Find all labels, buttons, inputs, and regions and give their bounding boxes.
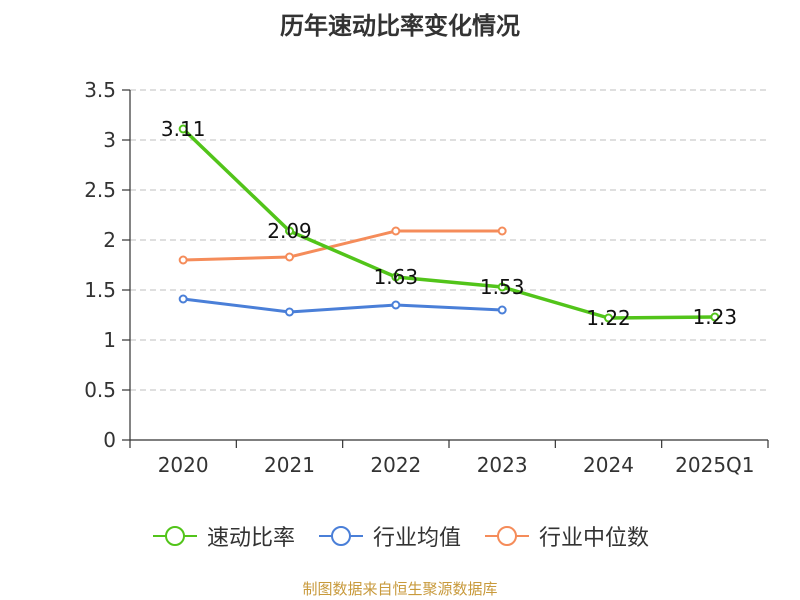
legend-label-speed-ratio: 速动比率: [206, 526, 295, 551]
y-tick-label: 2.5: [84, 178, 116, 202]
chart-title: 历年速动比率变化情况: [280, 12, 520, 40]
data-point-industry_median: [178, 255, 188, 265]
legend-item-industry-median[interactable]: 行业中位数: [483, 520, 649, 552]
data-label-speed_ratio: 2.09: [267, 219, 312, 243]
source-footer: 制图数据来自恒生聚源数据库: [302, 580, 498, 598]
legend-swatch-industry-median: [485, 526, 529, 546]
series-line-industry_avg: [181, 297, 504, 314]
legend-label-industry-median: 行业中位数: [539, 526, 650, 551]
data-point-speed_ratio: [497, 282, 507, 292]
data-point-speed_ratio: [710, 312, 720, 322]
x-tick-label: 2023: [477, 453, 528, 477]
data-label-speed_ratio: 1.23: [693, 305, 738, 329]
y-tick-label: 0: [103, 428, 116, 452]
y-tick-label: 3: [103, 128, 116, 152]
x-tick-label: 2025Q1: [675, 453, 754, 477]
data-point-industry_avg: [178, 294, 188, 304]
legend-item-industry-avg[interactable]: 行业均值: [317, 520, 461, 552]
data-point-industry_avg: [497, 305, 507, 315]
data-point-industry_avg: [285, 307, 294, 317]
y-tick-label: 1: [103, 328, 116, 352]
legend-item-speed-ratio[interactable]: 速动比率: [151, 520, 295, 552]
legend-label-industry-avg: 行业均值: [372, 526, 461, 551]
data-point-speed_ratio: [285, 226, 294, 236]
y-tick-label: 3.5: [84, 78, 116, 102]
data-label-speed_ratio: 1.63: [374, 265, 419, 289]
data-label-speed_ratio: 1.53: [480, 275, 525, 299]
data-point-speed_ratio: [178, 124, 188, 134]
data-label-speed_ratio: 3.11: [161, 117, 206, 141]
y-tick-label: 2: [103, 228, 116, 252]
data-point-speed_ratio: [391, 272, 401, 282]
data-point-industry_avg: [391, 300, 401, 310]
data-point-speed_ratio: [604, 313, 613, 323]
y-tick-label: 0.5: [84, 378, 116, 402]
x-tick-label: 2020: [158, 453, 209, 477]
x-tick-label: 2022: [370, 453, 421, 477]
x-tick-label: 2024: [583, 453, 634, 477]
y-tick-label: 1.5: [84, 278, 116, 302]
data-point-industry_median: [285, 252, 294, 262]
legend: 速动比率 行业均值 行业中位数: [0, 520, 800, 552]
x-tick-label: 2021: [264, 453, 315, 477]
data-point-industry_median: [391, 226, 401, 236]
data-label-speed_ratio: 1.22: [586, 306, 631, 330]
legend-swatch-speed-ratio: [152, 526, 197, 546]
series-line-speed_ratio: [181, 127, 717, 320]
legend-swatch-industry-avg: [318, 526, 363, 546]
data-point-industry_median: [497, 226, 507, 236]
series-line-industry_median: [181, 229, 504, 262]
